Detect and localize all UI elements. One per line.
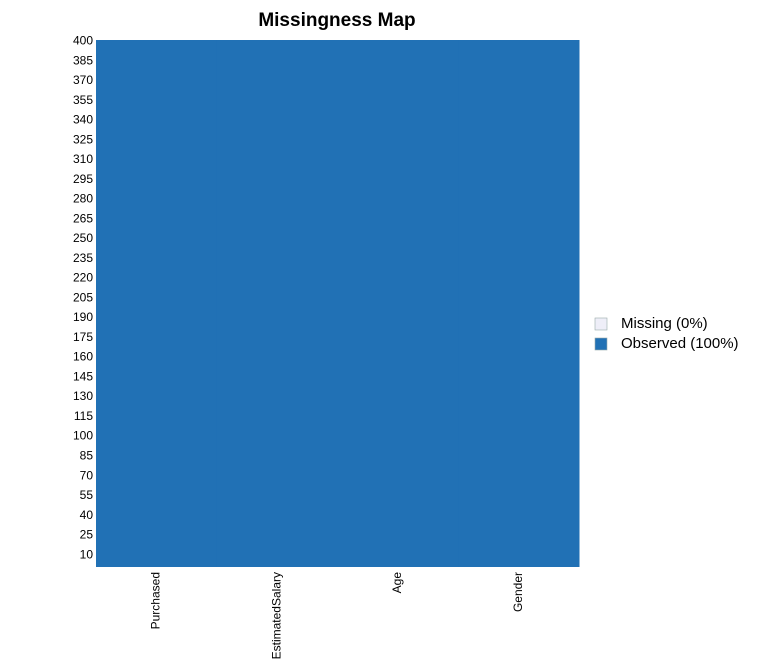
x-tick-label: EstimatedSalary — [269, 572, 283, 659]
y-tick-label: 130 — [73, 389, 93, 403]
y-tick-label: 265 — [73, 211, 93, 225]
x-tick-label: Purchased — [149, 572, 163, 629]
y-tick-label: 85 — [80, 449, 94, 463]
y-tick-label: 175 — [73, 330, 93, 344]
y-tick-label: 115 — [74, 409, 93, 423]
y-tick-label: 355 — [73, 93, 93, 107]
chart-title: Missingness Map — [258, 10, 415, 31]
y-tick-label: 235 — [73, 251, 93, 265]
x-tick-label: Age — [390, 572, 404, 594]
x-tick-label: Gender — [511, 572, 525, 612]
y-tick-label: 220 — [73, 271, 93, 285]
y-tick-label: 145 — [73, 369, 93, 383]
y-tick-label: 100 — [73, 429, 93, 443]
legend-swatch — [594, 337, 608, 351]
legend-label: Observed (100%) — [621, 335, 739, 352]
y-tick-label: 250 — [73, 231, 93, 245]
y-tick-label: 295 — [73, 172, 93, 186]
y-tick-label: 160 — [73, 350, 93, 364]
y-tick-label: 370 — [73, 73, 93, 87]
y-tick-label: 280 — [73, 192, 93, 206]
cell — [216, 40, 338, 567]
legend-label: Missing (0%) — [621, 315, 708, 332]
y-tick-label: 400 — [73, 33, 93, 47]
cell — [96, 40, 218, 567]
cell — [458, 40, 580, 567]
y-tick-label: 310 — [73, 152, 93, 166]
cell — [337, 40, 459, 567]
y-tick-label: 70 — [80, 468, 94, 482]
y-tick-label: 205 — [73, 290, 93, 304]
y-tick-label: 340 — [73, 113, 93, 127]
y-tick-label: 10 — [80, 547, 94, 561]
legend-swatch — [594, 317, 608, 331]
y-tick-label: 40 — [80, 508, 94, 522]
y-tick-label: 385 — [73, 53, 93, 67]
y-tick-label: 55 — [80, 488, 94, 502]
y-tick-label: 325 — [73, 132, 93, 146]
y-tick-label: 25 — [80, 528, 94, 542]
y-tick-label: 190 — [73, 310, 93, 324]
